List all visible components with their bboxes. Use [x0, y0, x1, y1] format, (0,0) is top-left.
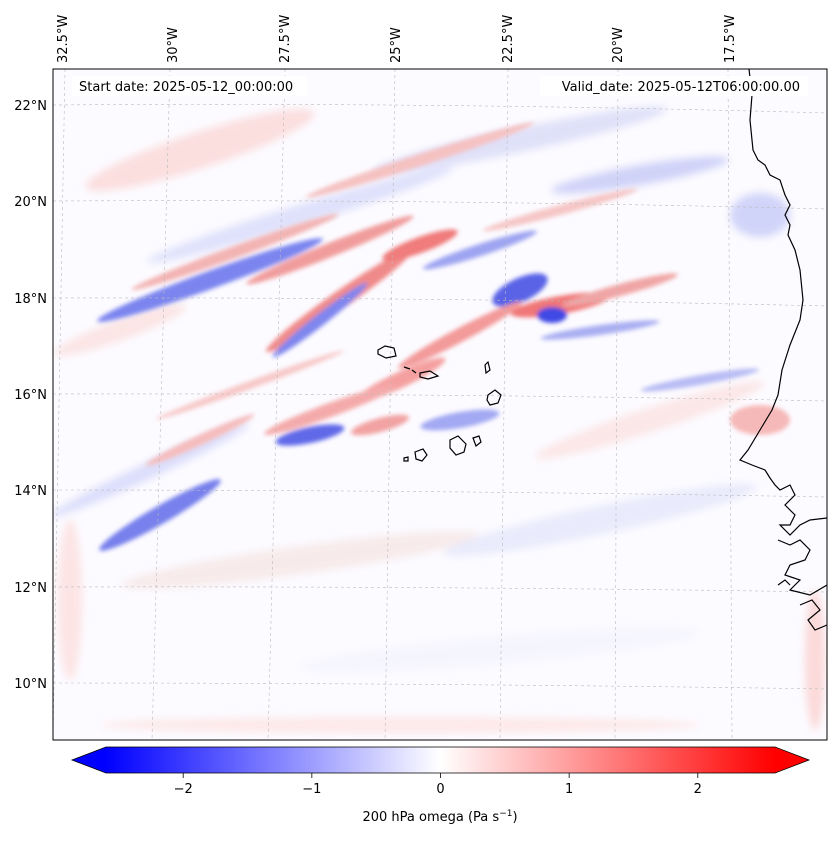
- latitude-label-22n: 22°N: [14, 99, 47, 114]
- latitude-label-10n: 10°N: [14, 677, 47, 692]
- longitude-label-22-5w: 22.5°W: [501, 15, 516, 63]
- colorbar-ticks: −2 −1 0 1 2: [174, 773, 702, 797]
- colorbar-field-name: 200 hPa omega: [362, 810, 463, 825]
- latitude-label-18n: 18°N: [14, 292, 47, 307]
- colorbar-tick-label: 1: [565, 782, 573, 797]
- longitude-label-30w: 30°W: [166, 27, 181, 63]
- map-frame: [52, 68, 828, 741]
- longitude-label-17-5w: 17.5°W: [723, 15, 738, 63]
- valid-date-box: [540, 76, 808, 96]
- start-date-box: [72, 76, 307, 96]
- map-panel: Start date: 2025-05-12_00:00:00 Valid_da…: [14, 15, 828, 741]
- latitude-label-12n: 12°N: [14, 581, 47, 596]
- colorbar-gradient: [106, 747, 775, 773]
- start-date-label: Start date: 2025-05-12_00:00:00: [79, 80, 293, 95]
- valid-date-label: Valid_date: 2025-05-12T06:00:00.00: [562, 80, 800, 95]
- longitude-label-27-5w: 27.5°W: [278, 15, 293, 63]
- longitude-label-20w: 20°W: [611, 27, 626, 63]
- longitude-label-32-5w: 32.5°W: [56, 15, 71, 63]
- colorbar-tick-label: −2: [174, 782, 193, 797]
- colorbar-extend-min: [72, 747, 106, 773]
- colorbar-tick-label: 0: [436, 782, 444, 797]
- omega-field-diffuse: [53, 106, 825, 733]
- omega-field-bands: [97, 122, 790, 551]
- colorbar: −2 −1 0 1 2 200 hPa omega (Pa s−1): [70, 746, 811, 825]
- africa-coastline: [739, 69, 827, 536]
- colorbar-tick-label: 2: [694, 782, 702, 797]
- longitude-label-25w: 25°W: [389, 27, 404, 63]
- latitude-labels: 22°N 20°N 18°N 16°N 14°N 12°N 10°N: [14, 99, 47, 692]
- latitude-label-14n: 14°N: [14, 484, 47, 499]
- colorbar-outline: [70, 746, 811, 774]
- colorbar-units: Pa s: [473, 810, 499, 825]
- latitude-label-20n: 20°N: [14, 195, 47, 210]
- latitude-label-16n: 16°N: [14, 388, 47, 403]
- colorbar-label: 200 hPa omega (Pa s−1): [362, 809, 517, 825]
- colorbar-extend-max: [775, 747, 809, 773]
- coastline: [739, 69, 827, 631]
- map-gridlines: [53, 69, 827, 740]
- omega-field: [53, 106, 825, 733]
- colorbar-units-exponent: −1: [499, 809, 512, 819]
- colorbar-tick-label: −1: [302, 782, 321, 797]
- longitude-labels: 32.5°W 30°W 27.5°W 25°W 22.5°W 20°W 17.5…: [56, 15, 738, 63]
- islands: [377, 345, 502, 462]
